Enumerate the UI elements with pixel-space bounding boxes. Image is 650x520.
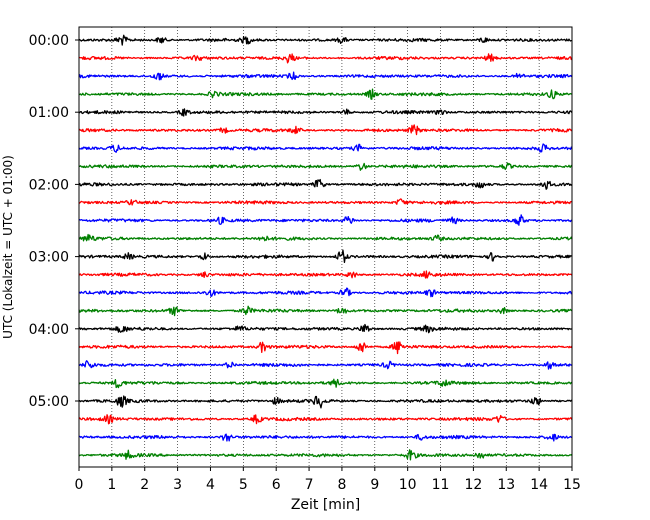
y-axis-ticks: 00:00 01:00 02:00 03:00 04:00 05:00 (29, 33, 79, 410)
seismogram-trace (78, 341, 573, 355)
seismogram-trace (78, 449, 573, 461)
seismogram-trace (78, 71, 573, 81)
seismogram-trace (78, 360, 573, 370)
seismogram-trace (78, 214, 573, 226)
y-tick-label: 05:00 (29, 394, 69, 410)
seismogram-trace (78, 198, 573, 206)
x-axis-ticks: 0 1 2 3 4 5 6 7 8 9 10 11 12 13 14 15 (75, 467, 581, 493)
x-axis-title: Zeit [min] (291, 497, 360, 513)
x-tick-label: 14 (530, 477, 548, 493)
seismogram-trace (78, 270, 573, 279)
x-tick-label: 8 (337, 477, 346, 493)
seismogram-trace (78, 233, 573, 242)
seismogram-trace (78, 108, 573, 117)
seismogram-trace (78, 53, 573, 64)
x-tick-label: 11 (432, 477, 450, 493)
seismogram-trace (78, 323, 573, 334)
seismogram-trace (78, 433, 573, 442)
y-axis-title: UTC (Lokalzeit = UTC + 01:00) (1, 155, 15, 339)
x-tick-label: 4 (206, 477, 215, 493)
seismogram-trace (78, 287, 573, 298)
x-tick-label: 7 (305, 477, 314, 493)
seismogram-trace (78, 88, 573, 100)
x-tick-label: 13 (497, 477, 515, 493)
x-tick-label: 2 (140, 477, 149, 493)
x-tick-label: 6 (272, 477, 281, 493)
y-tick-label: 03:00 (29, 250, 69, 266)
x-tick-label: 0 (75, 477, 84, 493)
seismogram-trace (78, 124, 573, 136)
x-tick-label: 12 (464, 477, 482, 493)
x-tick-label: 5 (239, 477, 248, 493)
y-tick-label: 02:00 (29, 177, 69, 193)
x-tick-label: 1 (107, 477, 116, 493)
seismogram-traces (78, 34, 573, 461)
grid-lines (111, 27, 540, 467)
seismogram-trace (78, 305, 573, 317)
x-tick-label: 15 (563, 477, 581, 493)
seismogram-trace (78, 249, 573, 264)
y-tick-label: 00:00 (29, 33, 69, 49)
seismogram-trace (78, 143, 573, 153)
y-tick-label: 04:00 (29, 322, 69, 338)
y-tick-label: 01:00 (29, 105, 69, 121)
x-tick-label: 3 (173, 477, 182, 493)
x-tick-label: 10 (399, 477, 417, 493)
seismogram-trace (78, 395, 573, 409)
seismogram-trace (78, 162, 573, 171)
seismogram-trace (78, 178, 573, 190)
plot-frame (78, 26, 573, 468)
seismogram-trace (78, 34, 573, 46)
seismogram-trace (78, 378, 573, 389)
seismogram-trace (78, 414, 573, 425)
x-tick-label: 9 (370, 477, 379, 493)
